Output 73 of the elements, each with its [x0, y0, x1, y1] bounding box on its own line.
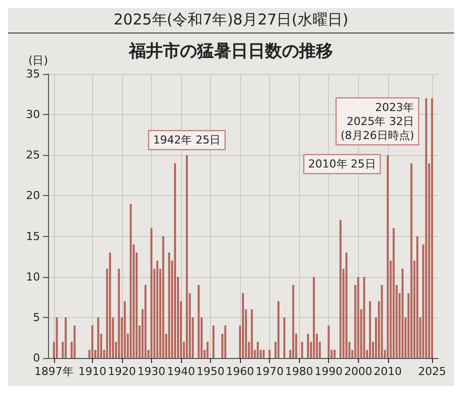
bar	[425, 98, 428, 358]
x-tick-label: 1930	[137, 365, 166, 378]
x-tick-label: 2025	[418, 365, 446, 378]
x-tick-label: 1920	[108, 365, 136, 378]
y-tick-label: 5	[33, 310, 40, 324]
annotation: 1942年 25日	[153, 134, 221, 147]
bar	[156, 260, 158, 358]
bar	[301, 342, 304, 358]
x-tick-label: 1980	[285, 365, 314, 378]
bar	[124, 301, 126, 358]
x-tick-label: 2000	[344, 365, 372, 378]
bar	[345, 252, 348, 358]
y-tick-label: 10	[26, 270, 40, 284]
bar	[224, 326, 226, 358]
x-tick-label: 2010	[374, 365, 402, 378]
bar	[118, 268, 120, 358]
x-tick-label: 1970	[256, 365, 284, 378]
x-tick-label: 1910	[78, 365, 106, 378]
x-tick-label: 1990	[314, 365, 343, 378]
bar	[144, 284, 146, 358]
bar	[386, 155, 389, 358]
bar	[307, 334, 309, 358]
bar	[56, 317, 58, 358]
bar	[150, 228, 152, 358]
bar	[212, 326, 214, 358]
bar	[74, 326, 76, 358]
bar	[242, 293, 244, 358]
bar	[262, 350, 265, 358]
x-tick-label: 1897年	[34, 365, 74, 378]
y-tick-label: 15	[26, 230, 40, 243]
bar	[168, 252, 170, 358]
bar	[292, 284, 294, 358]
bar	[312, 276, 315, 358]
y-tick-label: 0	[33, 352, 40, 364]
bar	[328, 326, 330, 358]
bar	[340, 220, 342, 358]
bar	[268, 350, 271, 358]
bar	[198, 284, 200, 358]
bar	[174, 163, 176, 358]
bar	[402, 268, 404, 358]
annotation: 2010年 25日	[308, 158, 376, 171]
bar	[334, 350, 336, 358]
x-tick-label: 1960	[226, 365, 254, 378]
bar	[64, 317, 67, 358]
bar	[363, 276, 366, 358]
text: 2025年(令和7年)8月27日(水曜日)	[114, 10, 348, 28]
bar	[431, 98, 434, 358]
y-axis-title: (日)	[28, 54, 48, 67]
bar	[277, 301, 280, 358]
x-tick-label: 1950	[196, 365, 224, 378]
bar	[392, 228, 395, 358]
bar	[91, 326, 94, 358]
bar	[186, 155, 188, 358]
bar	[369, 301, 372, 358]
bar	[416, 236, 418, 358]
bar	[380, 284, 383, 358]
bar	[109, 252, 112, 358]
annotation: 2023年 2025年 32日 (8月26日時点)	[340, 100, 414, 142]
y-tick-label: 30	[26, 108, 40, 122]
bar	[250, 309, 253, 358]
chart-title: 福井市の猛暑日日数の推移	[128, 42, 333, 62]
bar	[130, 204, 132, 358]
bar	[97, 317, 100, 358]
y-tick-label: 20	[26, 189, 40, 202]
bar	[162, 236, 164, 358]
bar	[283, 317, 286, 358]
bar	[410, 163, 412, 358]
bar	[206, 342, 209, 358]
y-tick-label: 35	[26, 68, 40, 80]
bar	[357, 276, 360, 358]
bar	[256, 342, 259, 358]
y-tick-label: 25	[26, 148, 40, 162]
x-tick-label: 1940	[166, 365, 195, 378]
